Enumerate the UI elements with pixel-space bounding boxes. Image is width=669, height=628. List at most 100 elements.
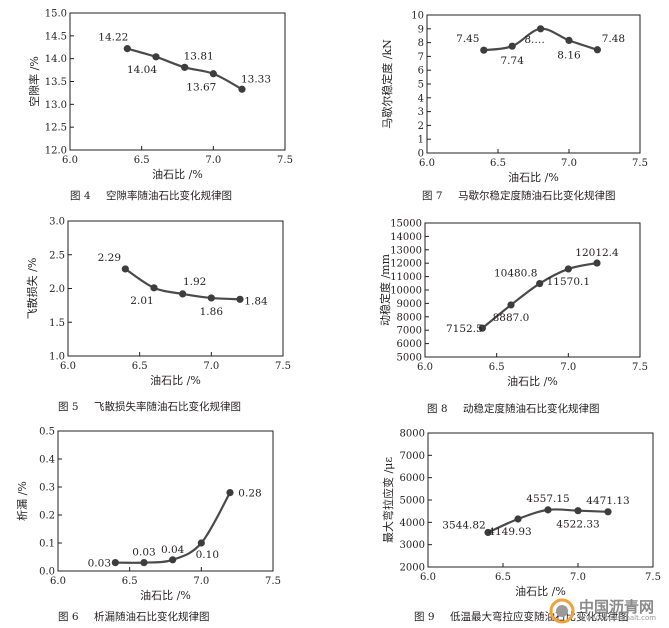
x-tick-label: 6.0 [62,155,78,166]
data-point [593,259,601,267]
figure-number: 图 9 [414,611,435,623]
watermark: 中国沥青网 www.sinoasphalt.com [549,596,661,626]
x-tick-label: 7.0 [205,155,221,166]
data-point [564,265,572,273]
figure-number: 图 8 [427,403,448,415]
y-axis-label: 马歇尔稳定度 /kN [380,39,394,129]
y-tick-label: 12.5 [45,123,67,134]
y-tick-label: 6000 [397,339,422,350]
y-axis-label: 析漏 /% [15,481,29,521]
x-tick-label: 6.0 [50,576,66,587]
data-point [181,63,189,71]
y-tick-label: 14000 [390,232,422,243]
data-point [536,279,544,288]
x-tick-label: 6.0 [419,158,435,169]
y-tick-label: 14.0 [45,54,67,65]
figure-number: 图 5 [58,401,79,413]
y-tick-label: 1.5 [49,318,65,329]
data-label: 2.01 [130,295,153,307]
data-point [209,70,217,78]
figure-caption: 马歇尔稳定度随油石比变化规律图 [458,189,616,202]
y-tick-label: 10000 [390,286,422,297]
x-axis-label: 油石比 /% [508,170,559,184]
y-tick-label: 13.5 [45,77,67,88]
data-point [604,508,612,516]
y-tick-label: 11000 [390,272,422,283]
data-label: 1.86 [200,306,224,318]
data-label: 8.… [524,34,545,46]
y-tick-label: 7000 [400,451,425,462]
data-label: 4471.13 [586,495,629,507]
y-tick-label: 0.0 [39,567,55,578]
y-tick-label: 8 [418,38,424,49]
figure-caption: 飞散损失率随油石比变化规律图 [94,400,241,413]
x-tick-label: 7.5 [632,362,648,373]
x-axis-label: 油石比 /% [507,374,558,388]
data-point [565,36,573,44]
x-tick-label: 6.5 [489,362,505,373]
figure-number: 图 6 [58,611,79,623]
data-point [150,284,158,292]
plot-frame [67,220,284,357]
data-point [238,85,246,93]
y-tick-label: 6000 [400,473,425,484]
y-tick-label: 2 [418,121,424,132]
watermark-url: www.sinoasphalt.com [580,614,657,622]
figure-number: 图 7 [422,190,443,202]
data-point [507,301,515,309]
figure-caption: 空隙率随油石比变化规律图 [106,189,232,202]
y-tick-label: 13.0 [45,100,67,111]
y-tick-label: 9000 [397,299,422,310]
y-tick-label: 10 [411,11,424,22]
y-tick-label: 0 [418,149,424,160]
data-point [140,559,148,567]
y-tick-label: 8000 [400,429,425,440]
x-tick-label: 7.0 [561,158,577,169]
data-label: 0.04 [161,544,185,556]
data-point [484,528,492,537]
data-point [593,46,602,54]
y-tick-label: 13000 [390,245,422,256]
y-axis-label: 空隙率 /% [27,56,41,107]
y-tick-label: 5 [418,80,424,91]
y-tick-label: 3 [418,107,424,118]
x-axis-label: 油石比 /% [150,373,201,387]
y-tick-label: 0.3 [39,483,55,494]
data-point [207,294,215,302]
y-tick-label: 15.0 [45,9,67,20]
data-point [111,559,119,567]
data-label: 14.04 [127,64,157,76]
data-label: 4557.15 [526,493,569,505]
y-tick-label: 0.2 [39,511,55,522]
data-label: 13.67 [186,82,216,94]
y-tick-label: 7000 [397,326,422,337]
chart-5: 0.0 0.1 0.2 0.3 0.4 0.5 6.0 6.5 7.0 7.5 油石比 /% 析漏 /… [15,427,281,624]
chart-2: 0 1 2 3 4 5 6 7 8 9 10 6.0 6.5 7.0 7.5 油石比 /% 马歇尔稳定度 /kN… [380,11,648,203]
y-axis-label: 动稳定度 /mm [378,253,392,326]
data-point [236,295,244,303]
data-label: 0.10 [196,549,219,561]
watermark-text: 中国沥青网 [579,598,655,616]
data-point [169,556,177,564]
data-point [197,539,205,547]
x-tick-label: 7.5 [645,572,661,583]
y-axis-label: 飞散损失 /% [25,258,39,320]
y-tick-label: 3.0 [49,217,65,228]
data-point [537,25,545,33]
plot-frame [57,430,274,572]
data-label: 8.16 [557,49,581,61]
chart-1: 12.0 12.5 13.0 13.5 14.0 14.5 15.0 6.0 6.5 7.0 7.5… [27,9,293,203]
chart-6: 2000 3000 4000 5000 6000 7000 8000 6.0 6.5 7.0 7.5… [381,429,661,624]
data-point [544,506,552,514]
x-tick-label: 6.0 [417,362,433,373]
x-tick-label: 6.5 [122,576,138,587]
y-tick-label: 2000 [400,563,425,574]
y-tick-label: 1.0 [49,352,65,363]
data-point [478,324,486,332]
x-axis-label: 油石比 /% [152,167,203,181]
data-label: 0.03 [88,558,111,570]
y-tick-label: 15000 [390,219,422,230]
x-tick-label: 7.5 [265,576,281,587]
figure-number: 图 4 [70,190,91,202]
x-tick-label: 7.0 [570,572,586,583]
